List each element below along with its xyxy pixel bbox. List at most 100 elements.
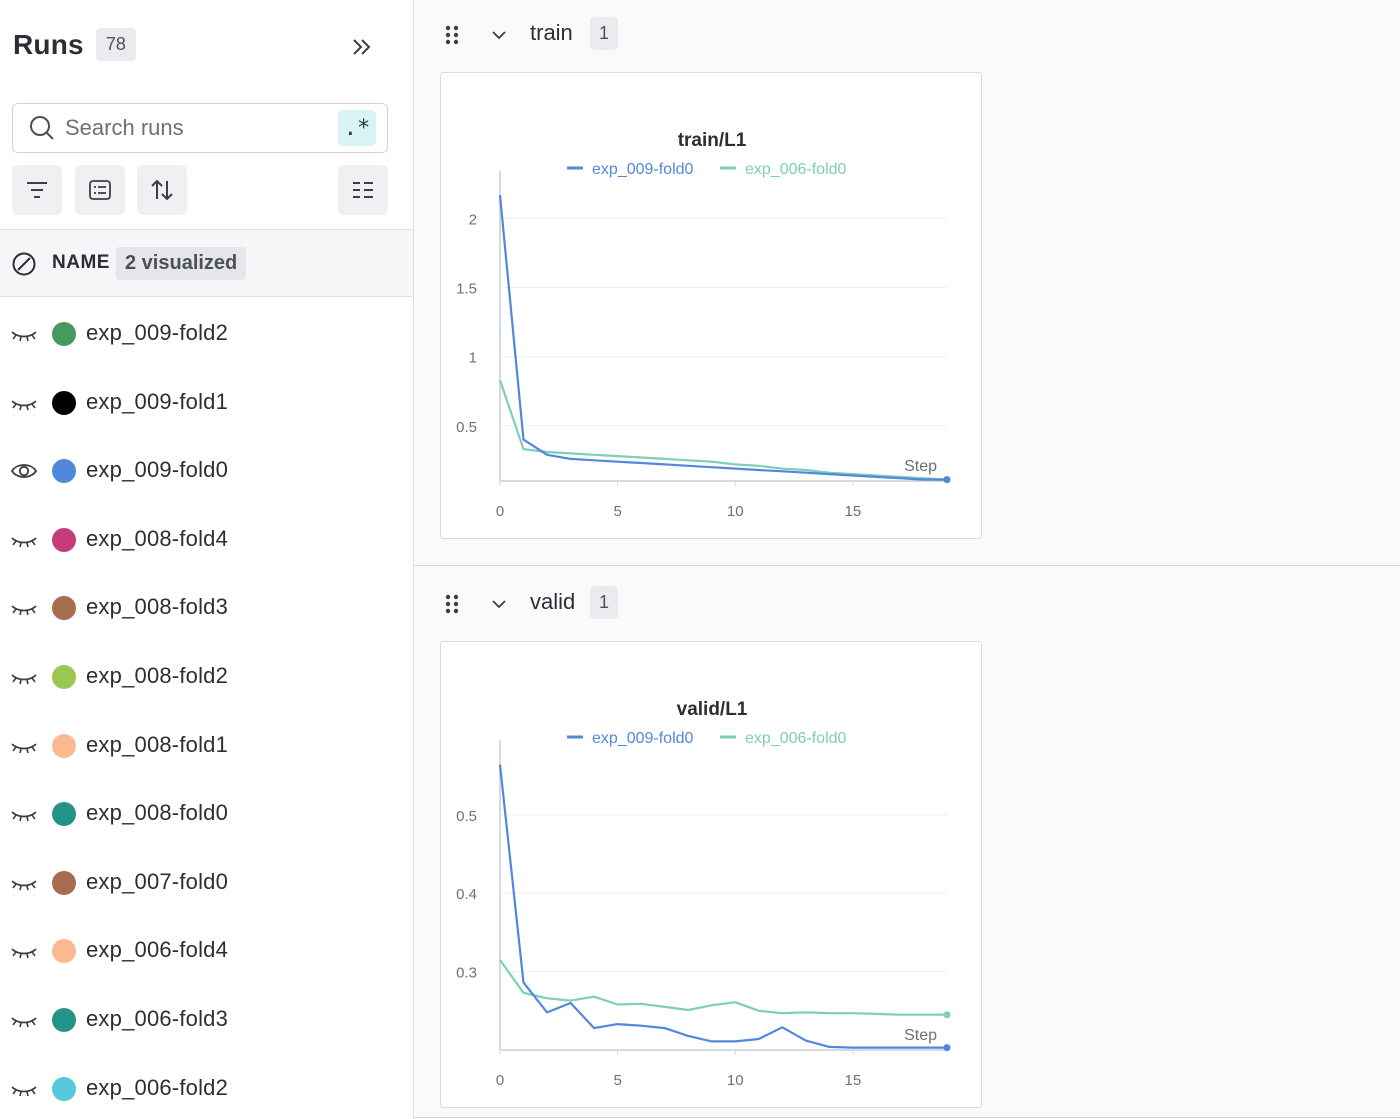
- section-train: train 1 train/L1 exp_009-fold0 exp_006-fol…: [414, 0, 1400, 565]
- x-tick-label: 5: [613, 503, 621, 520]
- group-icon: [89, 180, 111, 200]
- runs-column-header: NAME 2 visualized: [0, 229, 413, 297]
- run-row[interactable]: exp_007-fold0: [0, 849, 413, 917]
- eye-closed-icon[interactable]: [10, 528, 38, 552]
- x-tick-label: 15: [845, 1072, 862, 1089]
- eye-closed-icon[interactable]: [10, 665, 38, 689]
- run-color-dot[interactable]: [52, 870, 76, 895]
- run-name[interactable]: exp_008-fold0: [86, 800, 229, 826]
- section-divider: [414, 565, 1400, 566]
- drag-handle-icon[interactable]: [444, 593, 460, 615]
- eye-closed-icon[interactable]: [10, 596, 38, 620]
- eye-closed-icon[interactable]: [10, 871, 38, 895]
- section-title[interactable]: train: [530, 20, 573, 45]
- run-name[interactable]: exp_007-fold0: [86, 868, 229, 894]
- eye-closed-icon[interactable]: [10, 1008, 38, 1032]
- runs-title: Runs: [13, 28, 84, 60]
- drag-handle-icon[interactable]: [444, 24, 460, 46]
- line-chart: train/L1 exp_009-fold0 exp_006-fold0 0.5 1 1.…: [456, 130, 951, 520]
- x-axis-label: Step: [904, 458, 937, 475]
- visualized-badge: 2 visualized: [116, 247, 247, 280]
- section-count-badge: 1: [590, 586, 619, 619]
- eye-closed-icon[interactable]: [10, 391, 38, 415]
- run-row[interactable]: exp_006-fold2: [0, 1055, 413, 1119]
- run-color-dot[interactable]: [52, 459, 76, 484]
- run-name[interactable]: exp_009-fold0: [86, 457, 229, 483]
- search-input[interactable]: [65, 115, 325, 141]
- run-color-dot[interactable]: [52, 596, 76, 621]
- run-row[interactable]: exp_008-fold1: [0, 712, 413, 780]
- run-name[interactable]: exp_009-fold2: [86, 320, 229, 345]
- run-name[interactable]: exp_008-fold1: [86, 731, 229, 757]
- sort-button[interactable]: [137, 165, 187, 215]
- run-color-dot[interactable]: [52, 1076, 76, 1101]
- run-row[interactable]: exp_008-fold3: [0, 574, 413, 642]
- filter-button[interactable]: [12, 165, 62, 215]
- run-color-dot[interactable]: [52, 322, 76, 346]
- run-name[interactable]: exp_006-fold2: [86, 1074, 229, 1100]
- runs-count-badge: 78: [95, 28, 136, 61]
- section-count-badge: 1: [590, 17, 619, 50]
- run-row[interactable]: exp_006-fold3: [0, 986, 413, 1054]
- run-row[interactable]: exp_008-fold4: [0, 506, 413, 574]
- eye-closed-icon[interactable]: [10, 322, 38, 346]
- series-line[interactable]: [498, 194, 947, 481]
- legend-label[interactable]: exp_009-fold0: [592, 161, 694, 178]
- legend-label[interactable]: exp_006-fold0: [745, 161, 847, 178]
- columns-button[interactable]: [338, 165, 388, 215]
- y-tick-label: 2: [469, 212, 477, 229]
- eye-closed-icon[interactable]: [10, 802, 38, 826]
- search-box: .*: [12, 103, 388, 153]
- run-row[interactable]: exp_008-fold2: [0, 643, 413, 711]
- section-title[interactable]: valid: [530, 589, 576, 614]
- section-header: valid 1: [414, 569, 1400, 637]
- x-tick-label: 0: [496, 503, 504, 520]
- legend-label[interactable]: exp_009-fold0: [592, 730, 694, 747]
- run-row[interactable]: exp_009-fold1: [0, 369, 413, 437]
- legend-label[interactable]: exp_006-fold0: [745, 730, 847, 747]
- run-row[interactable]: exp_009-fold0: [0, 437, 413, 505]
- chart-panel-train[interactable]: train/L1 exp_009-fold0 exp_006-fold0 0.5 1 1.…: [440, 72, 982, 539]
- run-row[interactable]: exp_009-fold2: [0, 300, 413, 368]
- y-tick-label: 0.4: [456, 886, 477, 903]
- chevron-down-icon[interactable]: [489, 25, 509, 45]
- filter-icon: [27, 182, 47, 198]
- columns-icon: [353, 182, 373, 198]
- eye-closed-icon[interactable]: [10, 734, 38, 758]
- run-color-dot[interactable]: [52, 665, 76, 689]
- group-button[interactable]: [75, 165, 125, 215]
- run-color-dot[interactable]: [52, 939, 76, 964]
- chart-title: train/L1: [678, 130, 747, 151]
- chevron-down-icon[interactable]: [489, 594, 509, 614]
- x-tick-label: 10: [727, 503, 744, 520]
- run-name[interactable]: exp_006-fold4: [86, 937, 229, 963]
- toggle-all-visibility-icon[interactable]: [11, 252, 37, 276]
- run-row[interactable]: exp_008-fold0: [0, 780, 413, 848]
- section-header: train 1: [414, 0, 1400, 68]
- collapse-sidebar-button[interactable]: [340, 30, 384, 64]
- run-name[interactable]: exp_006-fold3: [86, 1006, 229, 1031]
- run-name[interactable]: exp_008-fold3: [86, 594, 229, 620]
- series-line[interactable]: [498, 379, 948, 481]
- run-color-dot[interactable]: [52, 802, 76, 827]
- run-name[interactable]: exp_008-fold2: [86, 663, 229, 688]
- chart-panel-valid[interactable]: valid/L1 exp_009-fold0 exp_006-fold0 0.3 0.4…: [440, 641, 982, 1108]
- series-line[interactable]: [498, 764, 947, 1049]
- run-name[interactable]: exp_008-fold4: [86, 525, 229, 551]
- search-icon: [30, 116, 54, 140]
- run-name[interactable]: exp_009-fold1: [86, 388, 229, 414]
- y-tick-label: 0.5: [456, 808, 477, 825]
- name-column-label[interactable]: NAME: [52, 252, 110, 273]
- series-end-point: [943, 1044, 951, 1052]
- series-line[interactable]: [499, 959, 947, 1016]
- run-color-dot[interactable]: [52, 1008, 76, 1032]
- x-tick-label: 5: [613, 1072, 621, 1089]
- regex-toggle-button[interactable]: .*: [338, 110, 376, 146]
- run-color-dot[interactable]: [52, 733, 76, 758]
- run-color-dot[interactable]: [52, 527, 76, 552]
- eye-closed-icon[interactable]: [10, 1077, 38, 1101]
- eye-closed-icon[interactable]: [10, 939, 38, 963]
- eye-icon[interactable]: [10, 459, 38, 483]
- run-row[interactable]: exp_006-fold4: [0, 917, 413, 985]
- run-color-dot[interactable]: [52, 390, 76, 415]
